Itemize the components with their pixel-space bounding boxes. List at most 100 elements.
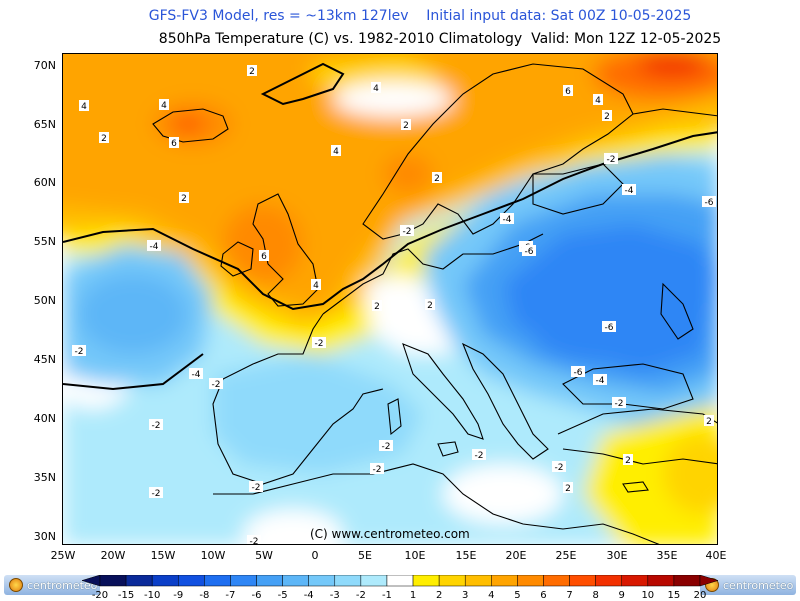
contour-label-text: -2 — [212, 380, 221, 390]
colorbar-swatch — [438, 575, 466, 587]
colorbar-swatch — [386, 575, 414, 587]
contour-label: -2 — [604, 153, 618, 165]
contour-label: -2 — [400, 225, 414, 237]
sun-logo-icon — [9, 578, 23, 592]
colorbar-tick-label: -6 — [251, 590, 262, 601]
contour-label: 2 — [401, 119, 411, 131]
contour-label: -2 — [149, 419, 163, 431]
contour-label-text: 2 — [249, 67, 255, 77]
contour-label-text: -2 — [250, 537, 259, 545]
contour-label-text: 2 — [604, 112, 610, 122]
centrometeo-logo-left[interactable]: centrometeo — [4, 575, 100, 595]
colorbar-swatch — [647, 575, 675, 587]
colorbar-tick-label: 6 — [540, 590, 547, 601]
contour-label: -2 — [149, 487, 163, 499]
contour-label-text: -2 — [403, 227, 412, 237]
colorbar-swatch — [256, 575, 283, 587]
contour-label-text: -4 — [625, 186, 634, 196]
contour-label: 4 — [593, 94, 603, 106]
contour-label-text: 2 — [101, 134, 107, 144]
contour-label: 2 — [704, 415, 714, 427]
colorbar-swatch — [412, 575, 440, 587]
colorbar-swatch — [178, 575, 205, 587]
contour-label: 2 — [432, 172, 442, 184]
colorbar-arrow-high — [699, 575, 719, 587]
anomaly-field — [63, 54, 717, 544]
colorbar-swatch — [334, 575, 362, 587]
contour-label-text: -2 — [152, 489, 161, 499]
colorbar-arrow-low — [81, 575, 101, 587]
contour-label-text: -4 — [596, 376, 605, 386]
lat-label: 40N — [33, 412, 56, 425]
contour-label: -6 — [522, 245, 536, 257]
colorbar-tick-label: 20 — [693, 590, 707, 601]
contour-label-text: -6 — [525, 247, 534, 257]
anomaly-contours — [63, 62, 717, 391]
contour-label-text: 4 — [313, 281, 319, 291]
colorbar-swatch — [517, 575, 544, 587]
lon-label: 30E — [606, 549, 628, 562]
colorbar-swatch — [621, 575, 649, 587]
contour-label: 4 — [159, 99, 169, 111]
colorbar-swatch — [99, 575, 127, 587]
lon-label: 20E — [505, 549, 527, 562]
contour-label-text: 2 — [403, 121, 409, 131]
contour-label: -2 — [209, 378, 223, 390]
contour-label-text: -2 — [252, 483, 261, 493]
colorbar-tick-label: 3 — [462, 590, 469, 601]
contour-label: -6 — [571, 366, 585, 378]
colorbar-tick-label: 1 — [409, 590, 417, 601]
contour-label: 4 — [331, 145, 341, 157]
contour-label: 6 — [563, 85, 573, 97]
lat-label: 35N — [33, 471, 56, 484]
colorbar-swatch — [230, 575, 257, 587]
logo-text: centrometeo — [27, 578, 98, 592]
colorbar-swatch — [491, 575, 518, 587]
logo-text: centrometeo — [723, 578, 794, 592]
contour-label-text: -2 — [75, 347, 84, 357]
contour-label: -2 — [249, 481, 263, 493]
lat-label: 50N — [33, 294, 56, 307]
contour-label-text: -2 — [152, 421, 161, 431]
colorbar-tick-label: -5 — [277, 590, 288, 601]
contour-label: -2 — [72, 345, 86, 357]
colorbar-swatch — [125, 575, 153, 587]
centrometeo-logo-right[interactable]: centrometeo — [700, 575, 796, 595]
contour-label: -2 — [552, 461, 566, 473]
contour-label: -4 — [147, 240, 161, 252]
colorbar-swatch — [464, 575, 492, 587]
lon-label: 40E — [705, 549, 727, 562]
contour-label: 2 — [563, 482, 573, 494]
lon-label: 25E — [555, 549, 577, 562]
chart-title-model: GFS-FV3 Model, res = ~13km 127lev Initia… — [148, 8, 692, 24]
contour-label: -2 — [312, 337, 326, 349]
contour-label-text: -2 — [607, 155, 616, 165]
lon-label: 35E — [656, 549, 678, 562]
color-scale-bar — [81, 575, 719, 587]
lat-label: 70N — [33, 59, 56, 72]
colorbar-tick-label: -8 — [199, 590, 210, 601]
contour-label: -4 — [500, 213, 514, 225]
colorbar-tick-label: -3 — [329, 590, 340, 601]
contour-label-text: 4 — [333, 147, 339, 157]
colorbar-tick-label: -20 — [91, 590, 109, 601]
contour-label-text: 4 — [595, 96, 601, 106]
contour-label-text: 2 — [434, 174, 440, 184]
contour-label: 2 — [425, 299, 435, 311]
contour-label: 2 — [372, 300, 382, 312]
contour-label: 2 — [247, 65, 257, 77]
contour-label: 4 — [311, 279, 321, 291]
contour-label-text: 4 — [373, 84, 379, 94]
contour-label: -4 — [189, 368, 203, 380]
colorbar-tick-label: 10 — [641, 590, 655, 601]
contour-label: 2 — [99, 132, 109, 144]
contour-label-text: -6 — [605, 323, 614, 333]
colorbar-swatch — [569, 575, 596, 587]
contour-label: 2 — [602, 110, 612, 122]
contour-label-text: 2 — [427, 301, 433, 311]
contour-label-text: -2 — [475, 451, 484, 461]
contour-labels: 2 4 4 2 6 2 4 2 2 6 4 2 4 2 -2 -4 -6 -4 … — [72, 65, 716, 545]
contour-label: -2 — [247, 535, 261, 545]
lat-label: 30N — [33, 530, 56, 543]
colorbar-tick-label: -7 — [225, 590, 236, 601]
